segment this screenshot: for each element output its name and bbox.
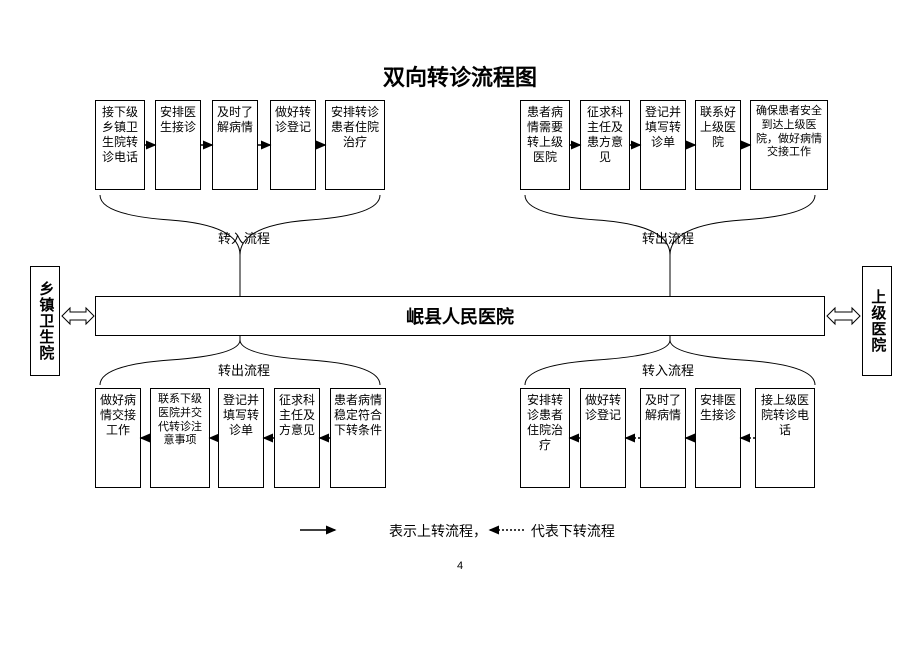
br-box-4: 接上级医院转诊电话 bbox=[755, 388, 815, 488]
label-top-right: 转出流程 bbox=[642, 228, 694, 247]
tl-box-4: 安排转诊患者住院治疗 bbox=[325, 100, 385, 190]
tr-box-4: 确保患者安全到达上级医院，做好病情交接工作 bbox=[750, 100, 828, 190]
label-bottom-left: 转出流程 bbox=[218, 360, 270, 379]
br-box-0: 安排转诊患者住院治疗 bbox=[520, 388, 570, 488]
label-bottom-right: 转入流程 bbox=[642, 360, 694, 379]
br-box-2: 及时了解病情 bbox=[640, 388, 686, 488]
bl-box-2: 登记并填写转诊单 bbox=[218, 388, 264, 488]
bl-box-1: 联系下级医院并交代转诊注意事项 bbox=[150, 388, 210, 488]
left-entity-box: 乡镇卫生院 bbox=[30, 266, 60, 376]
br-box-3: 安排医生接诊 bbox=[695, 388, 741, 488]
bl-box-0: 做好病情交接工作 bbox=[95, 388, 141, 488]
legend: 表示上转流程， 代表下转流程 bbox=[0, 521, 920, 541]
tl-box-0: 接下级乡镇卫生院转诊电话 bbox=[95, 100, 145, 190]
bl-box-3: 征求科主任及方意见 bbox=[274, 388, 320, 488]
tl-box-3: 做好转诊登记 bbox=[270, 100, 316, 190]
center-entity-bar: 岷县人民医院 bbox=[95, 296, 825, 336]
diagram-title: 双向转诊流程图 bbox=[0, 60, 920, 92]
tl-box-1: 安排医生接诊 bbox=[155, 100, 201, 190]
label-top-left: 转入流程 bbox=[218, 228, 270, 247]
bl-box-4: 患者病情稳定符合下转条件 bbox=[330, 388, 386, 488]
br-box-1: 做好转诊登记 bbox=[580, 388, 626, 488]
tr-box-0: 患者病情需要转上级医院 bbox=[520, 100, 570, 190]
tr-box-1: 征求科主任及患方意见 bbox=[580, 100, 630, 190]
page-number: 4 bbox=[0, 560, 920, 572]
tr-box-2: 登记并填写转诊单 bbox=[640, 100, 686, 190]
right-entity-box: 上级医院 bbox=[862, 266, 892, 376]
tr-box-3: 联系好上级医院 bbox=[695, 100, 741, 190]
tl-box-2: 及时了解病情 bbox=[212, 100, 258, 190]
